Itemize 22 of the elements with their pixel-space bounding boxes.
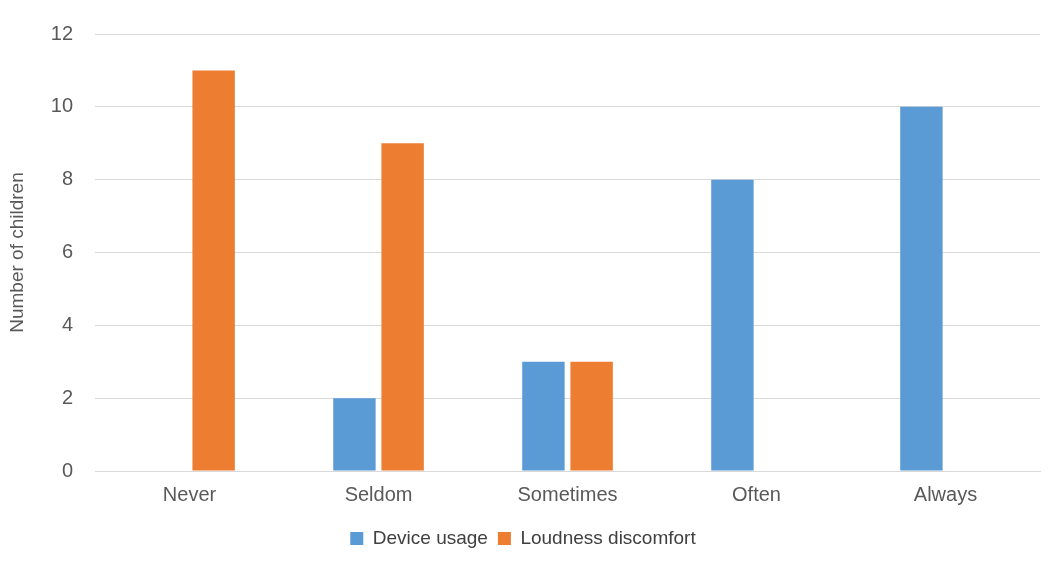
x-tick-label: Seldom <box>344 482 413 505</box>
bar <box>192 70 235 471</box>
x-tick-label: Sometimes <box>517 482 618 505</box>
bar <box>570 361 613 471</box>
y-tick-label: 4 <box>61 312 74 335</box>
bar <box>333 398 376 471</box>
y-tick-label: 6 <box>61 240 74 263</box>
y-tick-label: 12 <box>50 21 74 44</box>
y-tick-label: 10 <box>50 94 74 117</box>
legend-label: Device usage <box>372 526 488 548</box>
y-tick-label: 2 <box>61 385 74 408</box>
bar <box>522 361 565 471</box>
bar <box>381 143 424 471</box>
bar <box>711 179 754 471</box>
y-tick-label: 0 <box>61 458 74 481</box>
x-tick-label: Never <box>162 482 217 505</box>
x-tick-label: Often <box>732 482 781 505</box>
y-tick-label: 8 <box>61 167 74 190</box>
legend-label: Loudness discomfort <box>520 526 697 548</box>
y-axis-title: Number of children <box>5 172 27 333</box>
x-tick-label: Always <box>913 482 978 505</box>
bar <box>900 106 943 471</box>
